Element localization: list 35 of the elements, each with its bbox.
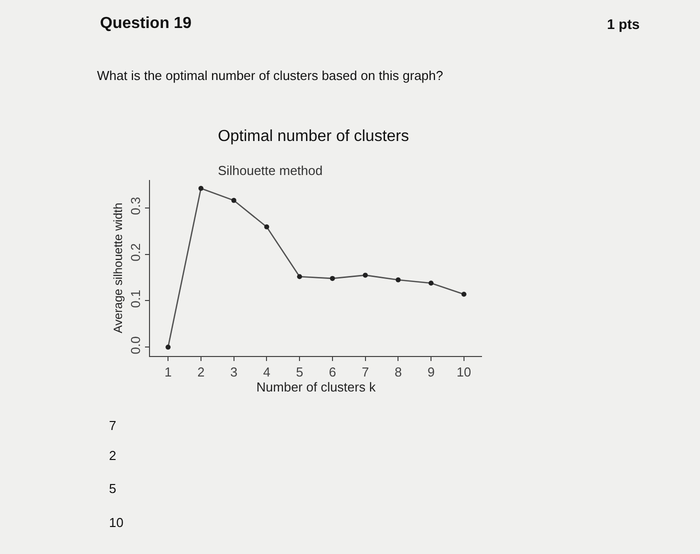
x-tick-label: 4 — [263, 364, 270, 380]
text: 7 — [109, 418, 116, 433]
x-tick-label: 7 — [362, 364, 369, 380]
x-tick-label: 5 — [296, 364, 304, 380]
text: 1 pts — [607, 16, 640, 32]
point — [330, 276, 335, 281]
point — [396, 277, 401, 282]
x-tick-label: 3 — [230, 364, 238, 380]
y-tick-label: 0.1 — [128, 290, 143, 308]
point — [198, 186, 204, 191]
x-tick-label: 8 — [394, 364, 402, 380]
y-axis-title: Average silhouette width — [111, 202, 126, 334]
text: 10 — [109, 515, 124, 530]
text: 2 — [109, 448, 116, 463]
chart-subtitle: Silhouette method — [218, 163, 323, 178]
x-tick-label: 9 — [427, 364, 435, 380]
point — [231, 198, 236, 203]
point — [166, 344, 171, 350]
point — [428, 280, 434, 286]
y-tick-label: 0.2 — [128, 243, 143, 262]
text: 5 — [109, 481, 116, 496]
text: Question 19 — [100, 15, 192, 32]
point — [461, 292, 466, 297]
x-tick-label: 1 — [164, 364, 172, 380]
x-axis-title: Number of clusters k — [256, 380, 376, 395]
chart-title: Optimal number of clusters — [218, 128, 410, 146]
text: What is the optimal number of clusters based on this graph? — [97, 68, 444, 83]
point — [362, 272, 368, 278]
x-tick-label: 2 — [197, 364, 205, 380]
point — [297, 274, 302, 280]
y-tick-label: 0.3 — [128, 196, 143, 215]
x-tick-label: 10 — [456, 364, 472, 380]
point — [264, 224, 270, 230]
x-tick-label: 6 — [328, 364, 336, 380]
y-tick-label: 0.0 — [128, 336, 143, 354]
